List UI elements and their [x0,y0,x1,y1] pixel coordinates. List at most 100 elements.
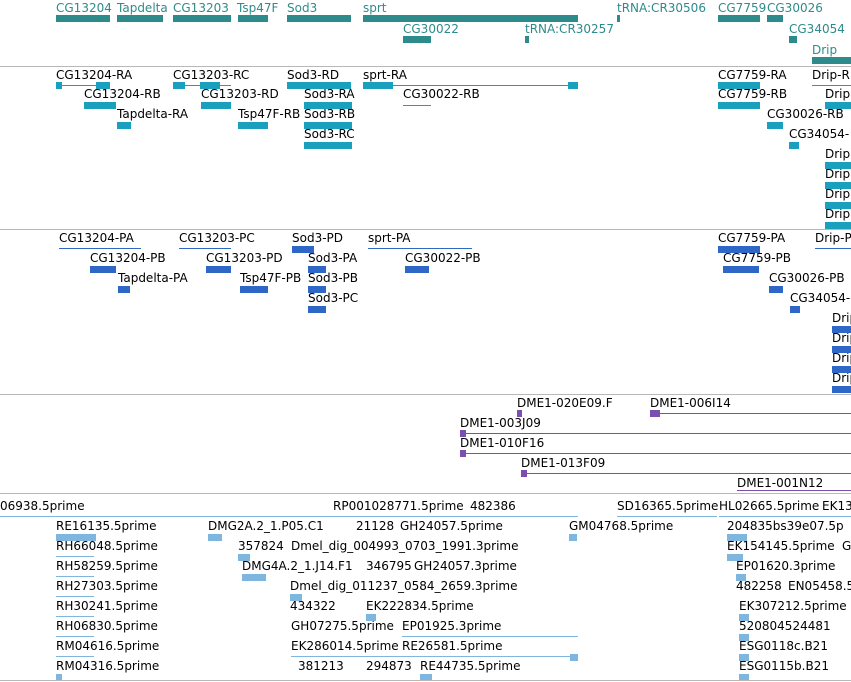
protein-label[interactable]: Drip [832,351,851,365]
protein-feature[interactable] [832,346,851,353]
est-feature[interactable] [420,674,432,680]
est-label[interactable]: RP001028771.5prime [333,499,464,513]
est-feature[interactable] [727,534,747,541]
transcript-feature[interactable] [304,122,352,129]
transcript-feature[interactable] [117,122,131,129]
protein-feature[interactable] [718,246,760,253]
clone-feature[interactable] [517,410,522,417]
est-label[interactable]: SD16365.5prime [617,499,719,513]
transcript-feature[interactable] [287,82,351,89]
protein-feature[interactable] [815,248,851,249]
protein-feature[interactable] [308,306,326,313]
est-feature[interactable] [242,574,266,581]
protein-feature[interactable] [769,286,783,293]
transcript-label[interactable]: CG30022-RB [403,87,480,101]
gene-label[interactable]: CG7759 [718,1,767,15]
est-label[interactable]: EK286014.5prime [291,639,399,653]
protein-label[interactable]: Drip [832,331,851,345]
transcript-label[interactable]: Sod3-RB [304,107,356,121]
transcript-feature[interactable] [201,102,231,109]
transcript-label[interactable]: Drip [825,167,851,181]
gene-feature[interactable] [617,15,620,22]
est-feature[interactable] [366,614,376,621]
gene-feature[interactable] [525,36,529,43]
gene-feature[interactable] [287,15,351,22]
gene-label[interactable]: Sod3 [287,1,318,15]
est-feature[interactable] [719,516,851,517]
gene-label[interactable]: Tsp47F [237,1,279,15]
protein-feature[interactable] [206,266,231,273]
transcript-feature[interactable] [825,182,851,189]
transcript-feature[interactable] [767,122,783,129]
protein-feature[interactable] [832,366,851,373]
est-label[interactable]: GH24057.5prime [400,519,503,533]
est-label[interactable]: EK154145.5prime [727,539,835,553]
gene-label[interactable]: sprt [363,1,387,15]
protein-label[interactable]: Tsp47F-PB [240,271,302,285]
est-feature[interactable] [727,554,743,561]
clone-feature[interactable] [521,473,851,474]
est-feature[interactable] [238,554,250,561]
transcript-feature[interactable] [825,162,851,169]
est-label[interactable]: RM04616.5prime [56,639,160,653]
est-feature[interactable] [56,596,94,597]
est-feature[interactable] [617,516,717,517]
est-feature[interactable] [56,576,94,577]
est-label[interactable]: 204835bs39e07.5p [727,519,844,533]
transcript-feature[interactable] [718,102,760,109]
transcript-label[interactable]: CG13203-RD [201,87,279,101]
protein-feature[interactable] [790,306,800,313]
gene-feature[interactable] [767,15,783,22]
est-label[interactable]: RE26581.5prime [402,639,503,653]
est-feature[interactable] [570,654,578,661]
est-label[interactable]: RE16135.5prime [56,519,157,533]
protein-label[interactable]: CG7759-PB [723,251,792,265]
gene-label[interactable]: tRNA:CR30506 [617,1,706,15]
transcript-label[interactable]: CG13204-RA [56,68,133,82]
est-feature[interactable] [56,616,94,617]
transcript-label[interactable]: Tapdelta-RA [117,107,189,121]
transcript-feature[interactable] [789,142,799,149]
protein-feature[interactable] [292,246,314,253]
transcript-label[interactable]: Sod3-RC [304,127,355,141]
transcript-feature[interactable] [825,202,851,209]
gene-label[interactable]: Tapdelta [117,1,168,15]
gene-label[interactable]: CG13203 [173,1,229,15]
est-label[interactable]: 294873 [366,659,412,673]
est-label[interactable]: DMG4A.2_1.J14.F1 [242,559,353,573]
gene-label[interactable]: CG30022 [403,22,459,36]
protein-label[interactable]: CG13204-PA [59,231,134,245]
transcript-feature[interactable] [718,82,760,89]
clone-feature[interactable] [460,433,851,434]
transcript-feature[interactable] [304,102,352,109]
est-label[interactable]: 21128 [356,519,395,533]
transcript-feature[interactable] [825,222,851,229]
est-label[interactable]: EP01620.3prime [736,559,836,573]
clone-label[interactable]: DME1-006I14 [650,396,731,410]
transcript-label[interactable]: Drip-R [812,68,850,82]
gene-feature[interactable] [117,15,163,22]
protein-feature[interactable] [405,266,429,273]
est-feature[interactable] [402,636,578,637]
gene-feature[interactable] [173,15,231,22]
transcript-feature[interactable] [812,85,851,86]
protein-label[interactable]: Drip [832,371,851,385]
est-label[interactable]: RH06830.5prime [56,619,158,633]
est-label[interactable]: RH66048.5prime [56,539,158,553]
protein-feature[interactable] [59,248,141,249]
protein-label[interactable]: sprt-PA [368,231,411,245]
protein-label[interactable]: Tapdelta-PA [118,271,188,285]
transcript-label[interactable]: CG7759-RA [718,68,787,82]
protein-label[interactable]: Sod3-PC [308,291,359,305]
protein-label[interactable]: CG13203-PD [206,251,283,265]
est-feature[interactable] [56,656,94,657]
est-feature[interactable] [290,594,302,601]
est-feature[interactable] [739,674,749,680]
est-label[interactable]: RH58259.5prime [56,559,158,573]
transcript-label[interactable]: CG13204-RB [84,87,161,101]
gene-feature[interactable] [718,15,760,22]
transcript-label[interactable]: CG34054- [789,127,850,141]
transcript-label[interactable]: CG30026-RB [767,107,844,121]
protein-feature[interactable] [179,248,231,249]
protein-feature[interactable] [368,248,472,249]
